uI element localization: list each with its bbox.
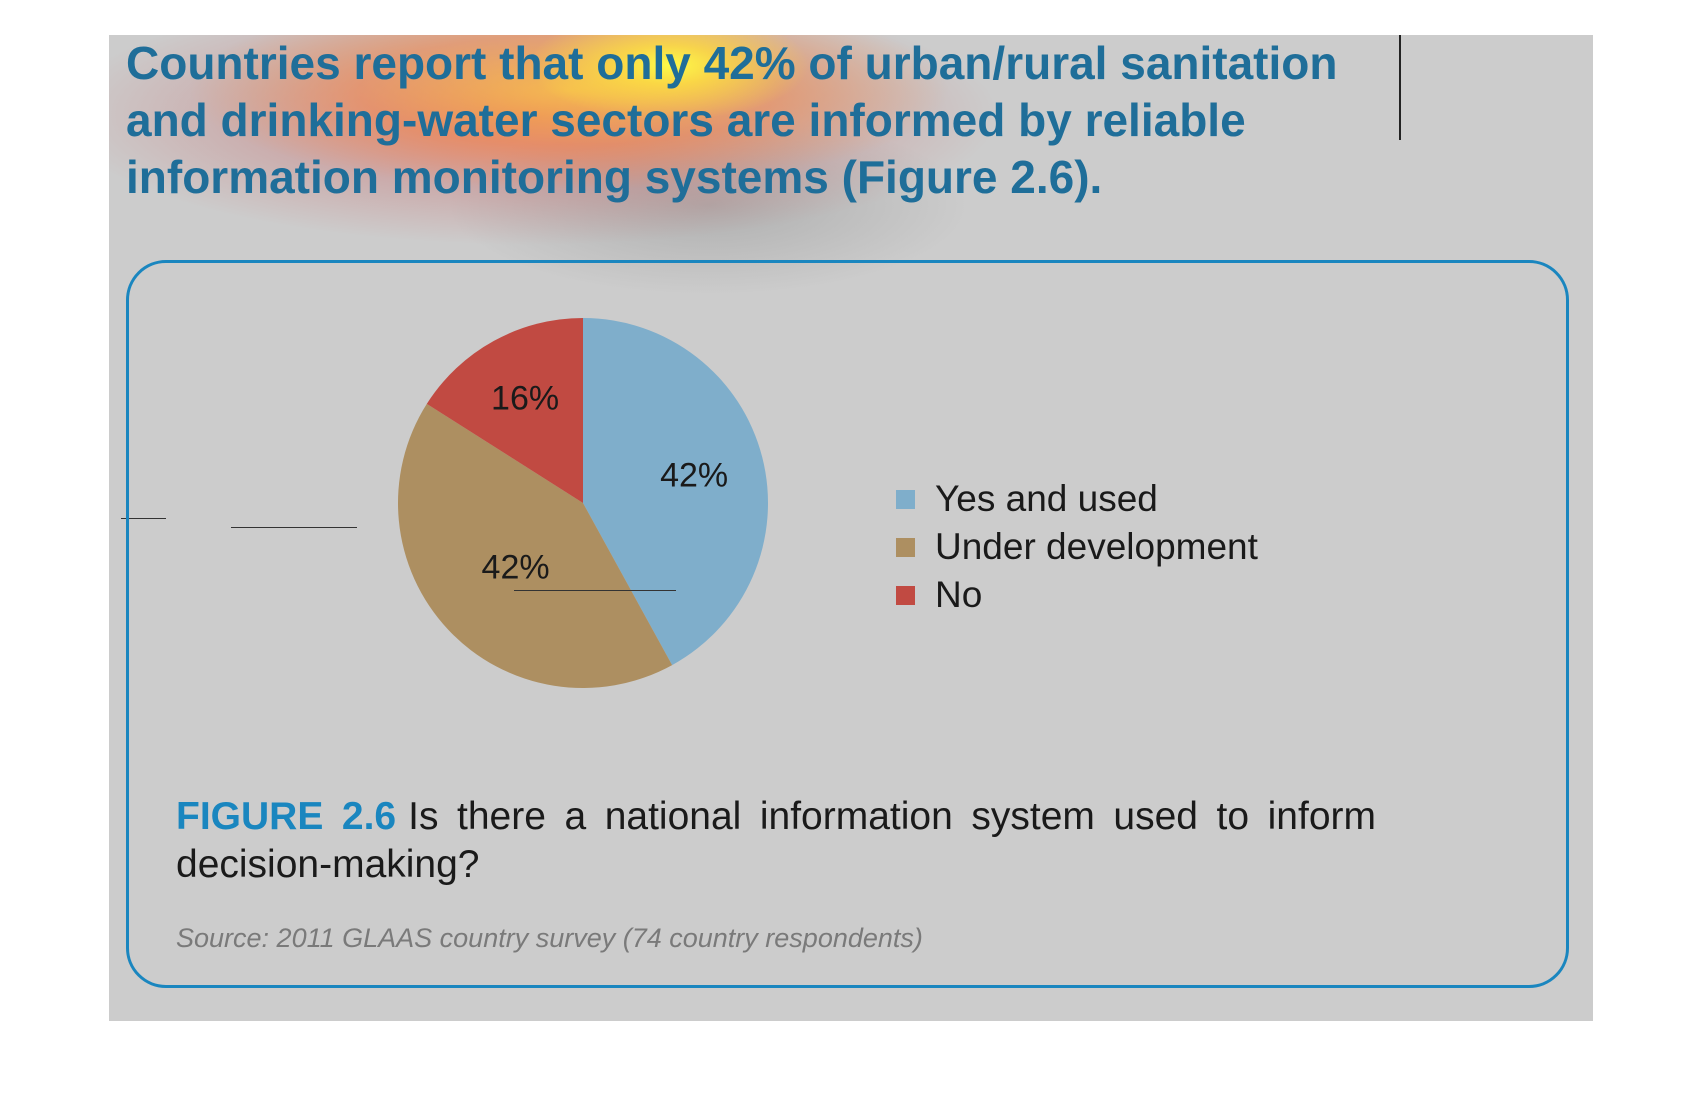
- legend-swatch-yes-and-used: [896, 489, 915, 509]
- legend-swatch-no: [896, 585, 915, 605]
- headline: Countries report that only 42% of urban/…: [126, 37, 1338, 203]
- figure-question: Is there a national information system u…: [176, 795, 1376, 886]
- legend-item-no: No: [896, 571, 1258, 619]
- legend-swatch-under-development: [896, 537, 915, 557]
- legend-item-under-development: Under development: [896, 523, 1258, 571]
- pie-label-yes-and-used: 42%: [660, 456, 728, 494]
- pie-label-under-development: 42%: [482, 548, 550, 586]
- pie-label-no: 16%: [491, 380, 559, 418]
- pie-slice-under-development: [398, 403, 673, 688]
- text-cursor: [1399, 35, 1401, 140]
- figure-source: Source: 2011 GLAAS country survey (74 co…: [176, 923, 923, 953]
- pie-chart: 42% 42% 16%: [398, 318, 769, 688]
- chart-legend: Yes and used Under development No: [896, 475, 1258, 619]
- figure-caption: FIGURE 2.6 Is there a national informatio…: [176, 793, 1376, 889]
- figure-number: FIGURE 2.6: [176, 795, 397, 838]
- figure-frame: 42% 42% 16% Yes and used Under development…: [126, 260, 1569, 988]
- legend-label: Yes and used: [935, 478, 1158, 519]
- slide: Countries report that only 42% of urban/…: [109, 35, 1593, 1021]
- legend-label: No: [935, 574, 983, 615]
- legend-label: Under development: [935, 526, 1258, 567]
- pie-slice-yes-and-used: [583, 318, 769, 666]
- pie-slice-no: [426, 318, 583, 503]
- stray-line: [514, 590, 676, 591]
- legend-item-yes-and-used: Yes and used: [896, 475, 1258, 523]
- stray-line: [121, 518, 166, 519]
- stray-line: [231, 527, 357, 528]
